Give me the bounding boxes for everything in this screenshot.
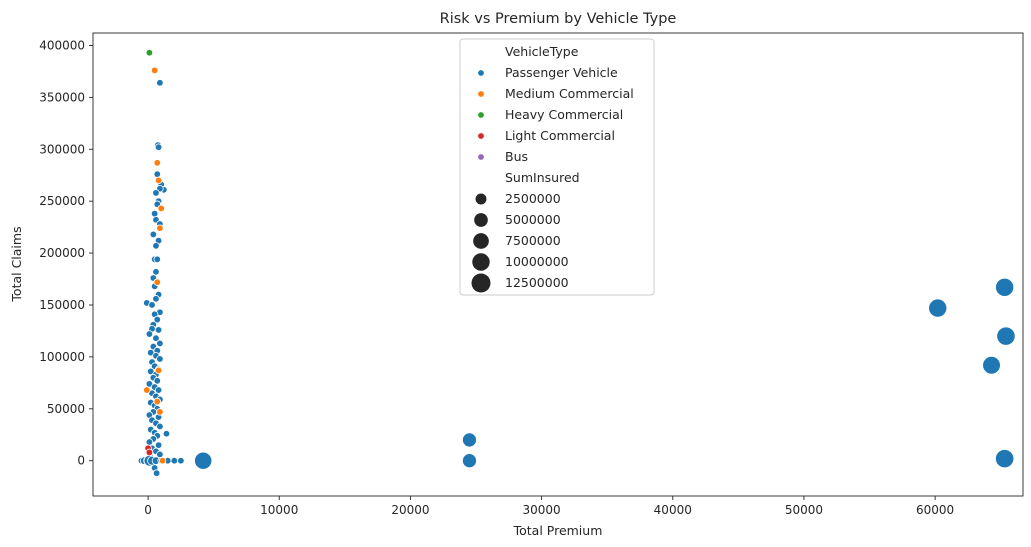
legend-size-label: 5000000	[505, 212, 561, 227]
data-point	[156, 79, 164, 87]
data-point	[157, 204, 165, 213]
data-point	[462, 453, 477, 469]
legend-box	[459, 38, 655, 296]
y-axis-label: Total Claims	[9, 226, 24, 302]
legend-marker	[477, 153, 485, 161]
data-point	[154, 326, 163, 334]
y-tick-label: 100000	[39, 350, 85, 364]
y-tick-label: 400000	[39, 38, 85, 52]
x-axis: 0 10000 20000 30000 40000 50000 60000	[144, 496, 954, 517]
data-point	[154, 441, 163, 449]
data-point	[145, 48, 154, 57]
data-point	[170, 456, 179, 465]
x-tick-label: 50000	[785, 503, 823, 517]
y-axis: 0 50000 100000 150000 200000 250000 300000 3500…	[39, 38, 93, 468]
data-point	[156, 355, 164, 363]
data-point	[177, 456, 185, 465]
data-point	[153, 159, 162, 167]
plot-area	[137, 48, 1016, 477]
x-tick-label: 30000	[523, 503, 561, 517]
legend-size-label: 7500000	[505, 233, 561, 248]
data-point	[150, 209, 159, 218]
legend-marker	[477, 132, 485, 140]
data-point	[154, 366, 163, 375]
data-point	[996, 326, 1016, 346]
legend: VehicleType Passenger Vehicle Medium Comme…	[459, 38, 655, 296]
legend-size-title: SumInsured	[505, 170, 580, 185]
x-axis-label: Total Premium	[513, 523, 603, 538]
y-tick-label: 300000	[39, 142, 85, 156]
data-point	[152, 189, 160, 197]
y-tick-label: 50000	[47, 402, 85, 416]
data-point	[995, 449, 1015, 469]
data-point	[153, 315, 162, 324]
series-2	[145, 48, 154, 57]
data-point	[152, 469, 161, 477]
data-point	[148, 301, 156, 309]
data-point	[156, 422, 164, 431]
data-point	[156, 408, 164, 416]
legend-entry-label: Medium Commercial	[505, 86, 634, 101]
legend-hue-title: VehicleType	[505, 44, 579, 59]
y-tick-label: 200000	[39, 246, 85, 260]
legend-size-marker	[473, 233, 489, 249]
plot-frame	[92, 32, 1024, 497]
data-point	[145, 438, 154, 446]
legend-size-marker	[474, 213, 488, 227]
data-point	[150, 66, 159, 75]
x-tick-label: 60000	[916, 503, 954, 517]
data-point	[154, 143, 163, 151]
data-point	[152, 295, 160, 303]
data-point	[995, 277, 1015, 297]
legend-marker	[477, 90, 485, 98]
data-point	[158, 456, 167, 465]
data-point	[145, 330, 154, 338]
x-tick-label: 10000	[260, 503, 298, 517]
legend-size-marker	[475, 193, 487, 205]
data-point	[152, 242, 160, 250]
legend-entry-label: Bus	[505, 149, 528, 164]
data-point	[143, 386, 151, 394]
data-point	[152, 334, 160, 342]
data-point	[152, 268, 160, 276]
data-point	[156, 450, 164, 459]
legend-size-marker	[471, 273, 491, 293]
y-tick-label: 350000	[39, 90, 85, 104]
series-3	[144, 444, 154, 457]
data-point	[982, 355, 1001, 375]
legend-size-label: 2500000	[505, 191, 561, 206]
legend-size-marker	[472, 253, 490, 271]
data-point	[154, 386, 163, 394]
legend-entry-label: Light Commercial	[505, 128, 615, 143]
data-point	[149, 230, 158, 239]
x-tick-label: 20000	[391, 503, 429, 517]
data-point	[156, 339, 164, 348]
x-tick-label: 40000	[654, 503, 692, 517]
y-tick-label: 150000	[39, 298, 85, 312]
legend-marker	[477, 69, 485, 77]
data-point	[462, 432, 477, 448]
legend-size-label: 10000000	[505, 254, 569, 269]
data-point	[156, 224, 164, 232]
data-point	[153, 255, 162, 264]
data-point	[145, 448, 154, 457]
legend-entry-label: Passenger Vehicle	[505, 65, 618, 80]
y-tick-label: 250000	[39, 194, 85, 208]
x-tick-label: 0	[144, 503, 152, 517]
series-1	[143, 66, 167, 465]
data-point	[153, 377, 162, 385]
legend-marker	[477, 111, 485, 119]
legend-size-label: 12500000	[505, 275, 569, 290]
chart-title: Risk vs Premium by Vehicle Type	[440, 11, 677, 27]
y-tick-label: 0	[77, 454, 85, 468]
data-point	[162, 429, 171, 438]
data-point	[154, 176, 163, 185]
data-point	[928, 298, 948, 318]
legend-entry-label: Heavy Commercial	[505, 107, 623, 122]
data-point	[153, 170, 162, 178]
data-point	[153, 397, 162, 406]
data-point	[194, 451, 213, 470]
data-point	[153, 278, 162, 286]
